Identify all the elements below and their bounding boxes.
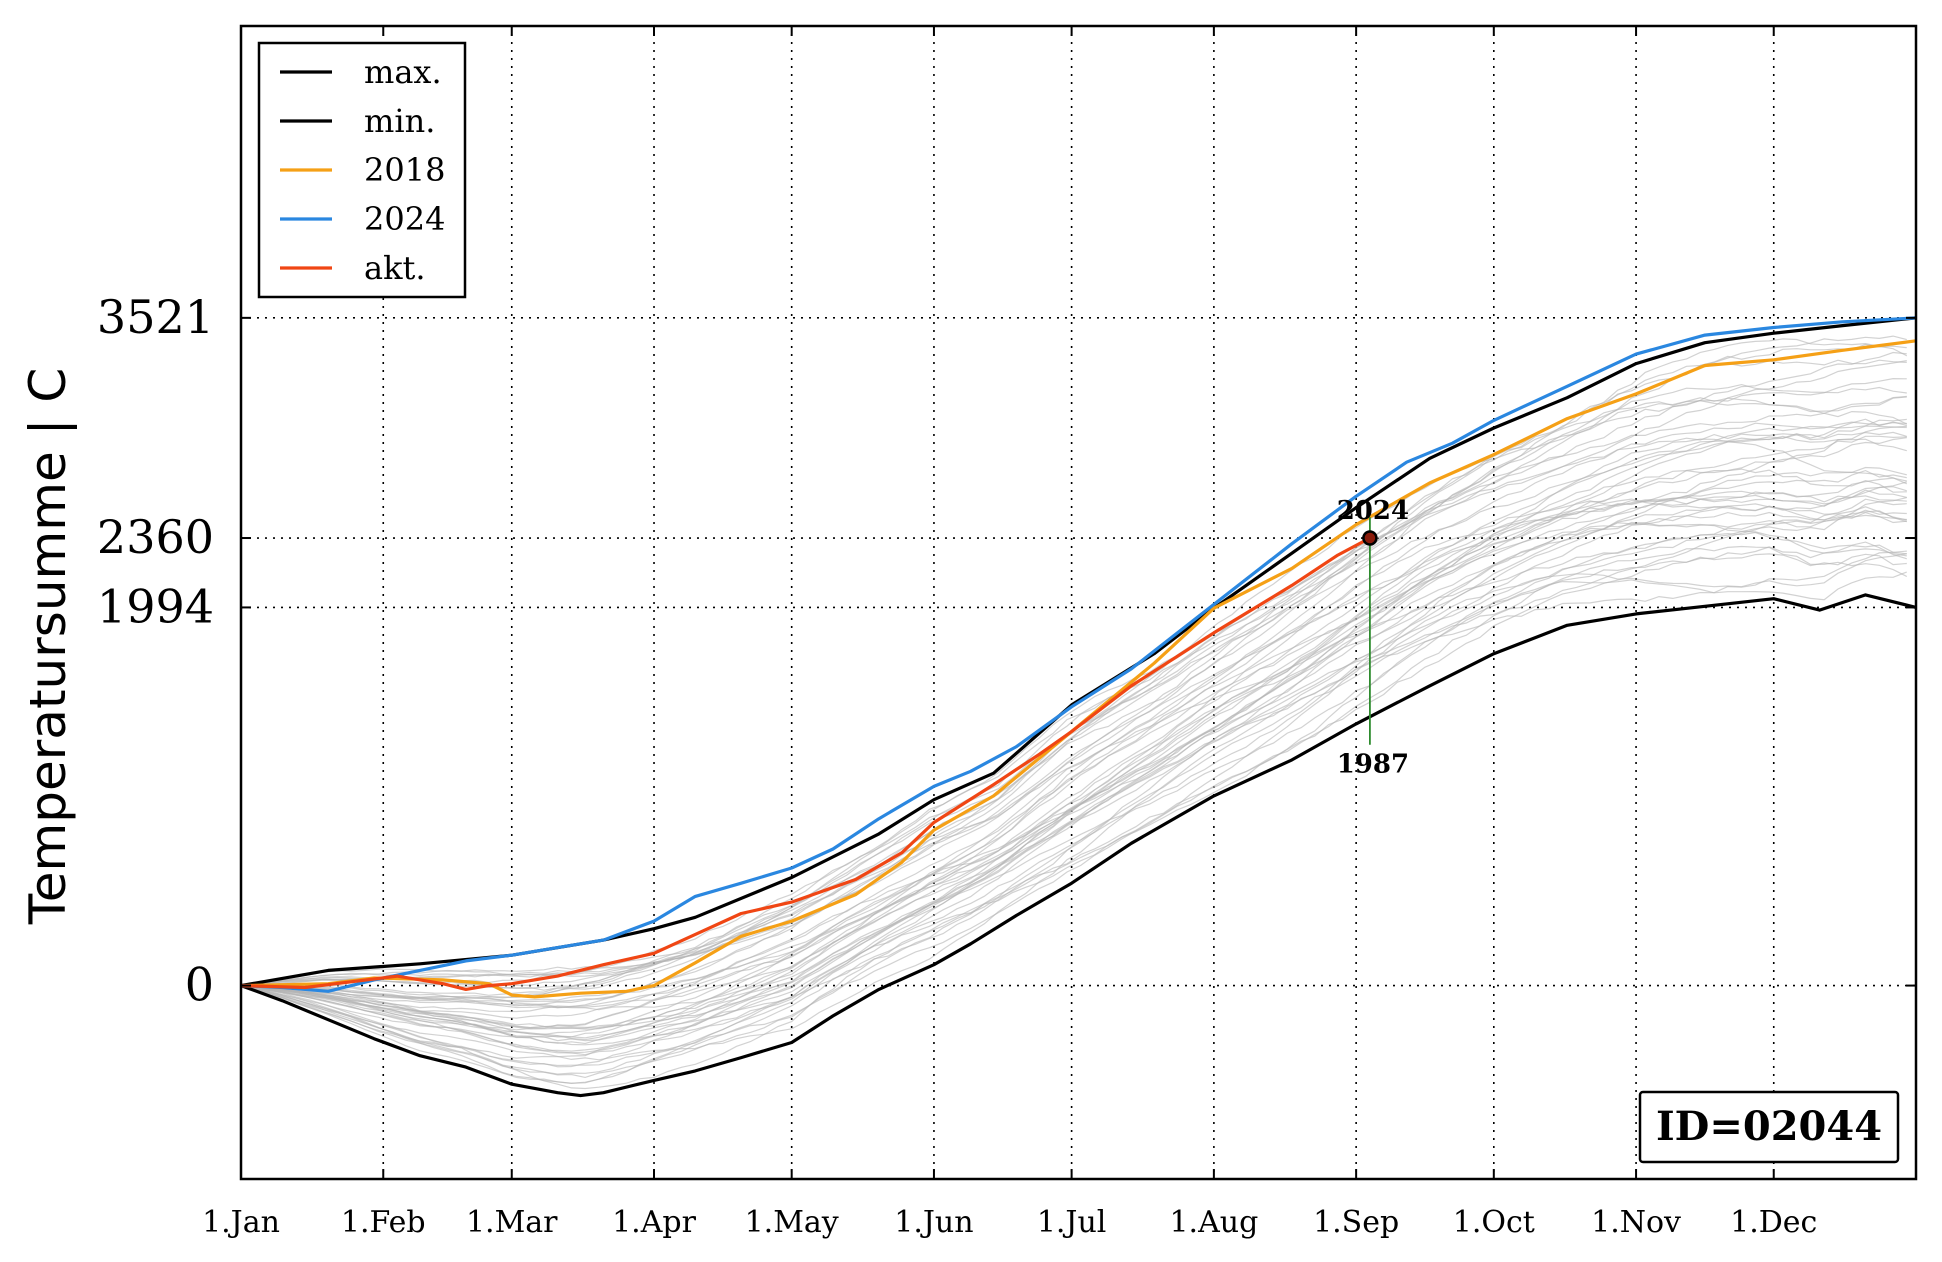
series-line-2024: [240, 316, 1917, 993]
station-id-label: ID=02044: [1656, 1103, 1882, 1150]
background-year-line: [240, 335, 1907, 990]
background-year-line: [240, 425, 1907, 1029]
y-tick-label: 2360: [97, 510, 214, 564]
background-year-line: [240, 511, 1907, 1042]
background-year-line: [240, 510, 1907, 1059]
series-lines: [240, 316, 1917, 1098]
x-tick-label: 1.Sep: [1313, 1205, 1399, 1240]
background-year-line: [240, 553, 1907, 1084]
background-year-line: [241, 397, 1908, 1000]
background-year-line: [240, 338, 1908, 987]
background-year-line: [240, 431, 1907, 1009]
y-tick-label: 1994: [97, 579, 214, 633]
background-year-line: [240, 497, 1907, 1046]
grid-lines: [241, 26, 1916, 1179]
background-year-line: [240, 469, 1907, 1030]
background-year-line: [240, 418, 1907, 999]
x-tick-label: 1.Jul: [1037, 1205, 1107, 1240]
current-value-marker: [1362, 530, 1378, 546]
background-year-line: [240, 551, 1907, 1061]
y-tick-label: 3521: [97, 290, 214, 344]
current-marker-annotation: 2024 1987: [1337, 496, 1409, 780]
x-tick-label: 1.Mar: [466, 1205, 558, 1240]
legend-label: 2024: [364, 200, 445, 238]
background-year-line: [240, 438, 1908, 1011]
background-year-line: [240, 351, 1907, 987]
background-year-line: [240, 435, 1907, 1009]
background-year-line: [240, 395, 1907, 996]
background-year-line: [240, 437, 1907, 1013]
x-tick-label: 1.Dec: [1730, 1205, 1817, 1240]
background-year-line: [240, 466, 1907, 1029]
background-year-line: [240, 425, 1907, 1007]
legend-label: min.: [364, 102, 435, 140]
background-year-line: [240, 343, 1907, 987]
background-year-line: [240, 359, 1907, 987]
x-axis-ticks: 1.Jan 1.Feb 1.Mar 1.Apr 1.May 1.Jun 1.Jul 1.Aug…: [202, 26, 1817, 1240]
background-year-line: [240, 553, 1907, 1079]
range-top-year-label: 2024: [1337, 496, 1409, 526]
background-year-line: [240, 360, 1907, 987]
background-year-line: [240, 468, 1907, 1031]
legend-label: akt.: [364, 249, 426, 287]
background-year-line: [240, 377, 1907, 987]
series-line-min: [240, 593, 1917, 1098]
x-tick-label: 1.Apr: [612, 1205, 696, 1240]
background-year-line: [240, 545, 1908, 1085]
y-axis-label: Temperatursumme | C: [19, 368, 77, 926]
background-year-line: [240, 503, 1907, 1056]
background-year-line: [240, 477, 1907, 1036]
background-year-lines: [240, 335, 1908, 1090]
background-year-line: [240, 501, 1907, 1052]
series-line-max: [240, 316, 1917, 988]
x-tick-label: 1.May: [745, 1205, 839, 1240]
background-year-line: [241, 421, 1907, 1003]
background-year-line: [240, 418, 1907, 1002]
x-tick-label: 1.Oct: [1453, 1205, 1535, 1240]
background-year-line: [240, 531, 1907, 1075]
legend-label: 2018: [364, 151, 445, 189]
range-bottom-year-label: 1987: [1337, 750, 1409, 780]
x-tick-label: 1.Aug: [1169, 1205, 1258, 1240]
x-tick-label: 1.Jun: [894, 1205, 973, 1240]
background-year-line: [240, 481, 1907, 1045]
series-line-akt: [240, 536, 1371, 992]
legend: max. min. 2018 2024 akt.: [257, 41, 467, 299]
background-year-line: [240, 544, 1907, 1067]
station-id-box: ID=02044: [1638, 1090, 1900, 1164]
y-axis-ticks: 0 1994 2360 3521: [97, 290, 1916, 1012]
background-year-line: [240, 435, 1907, 1019]
y-tick-label: 0: [185, 958, 214, 1012]
background-year-line: [240, 571, 1908, 1090]
x-tick-label: 1.Jan: [202, 1205, 280, 1240]
background-year-line: [240, 383, 1907, 987]
x-tick-label: 1.Nov: [1591, 1205, 1681, 1240]
plot-frame: [239, 24, 1918, 1181]
x-tick-label: 1.Feb: [341, 1205, 426, 1240]
series-line-2018: [240, 339, 1917, 999]
legend-label: max.: [364, 53, 442, 91]
background-year-line: [240, 396, 1907, 991]
station-id-frame: [1638, 1090, 1900, 1164]
